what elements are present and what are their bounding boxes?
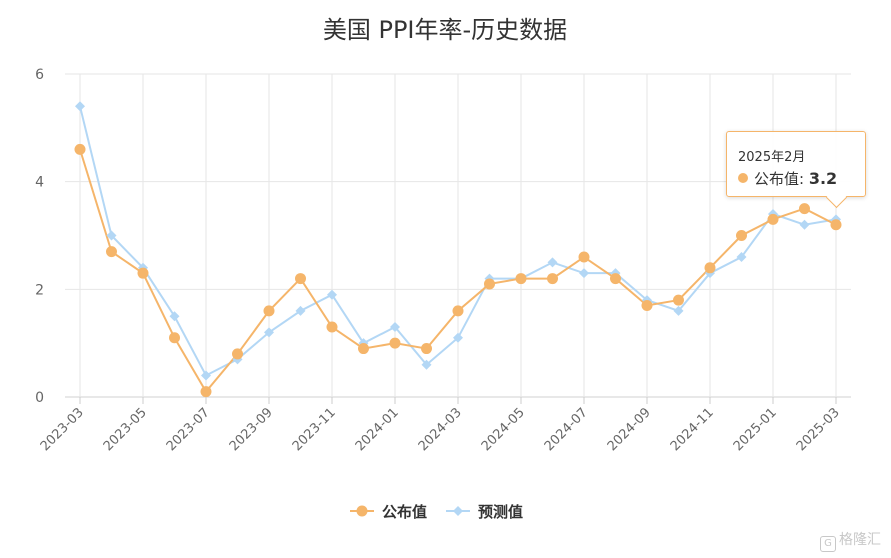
legend-item[interactable]: 公布值: [350, 503, 427, 521]
legend-diamond-marker: [453, 506, 463, 516]
published-point: [358, 343, 369, 355]
y-tick-label: 2: [35, 282, 44, 298]
forecast-point: [295, 305, 306, 316]
x-tick-label: 2024-05: [479, 405, 528, 454]
tooltip-series-label: 公布值:: [754, 170, 809, 188]
forecast-point: [453, 332, 463, 343]
x-axis-ticks: 2023-03 2023-05 2023-07 2023-09 2023-11 2024-…: [38, 405, 843, 454]
forecast-point: [547, 257, 558, 268]
forecast-point: [327, 289, 337, 300]
y-tick-label: 6: [35, 67, 44, 83]
forecast-point: [736, 252, 747, 263]
legend-item[interactable]: 预测值: [446, 503, 523, 521]
published-point: [232, 348, 243, 360]
published-point: [673, 294, 684, 306]
published-point: [106, 246, 117, 258]
published-point: [830, 219, 842, 231]
x-tick-label: 2024-07: [542, 405, 591, 454]
published-point: [704, 262, 716, 274]
tooltip-row: 公布值: 3.2: [738, 168, 837, 189]
x-tick-label: 2024-01: [353, 405, 402, 454]
y-tick-label: 4: [35, 175, 44, 191]
published-point: [169, 332, 180, 344]
x-tick-label: 2023-05: [101, 405, 150, 454]
published-point: [421, 343, 432, 355]
series-group: [74, 101, 842, 398]
x-tick-label: 2023-07: [164, 405, 213, 454]
tooltip-marker: [738, 173, 748, 183]
published-point: [295, 273, 306, 285]
forecast-point: [673, 305, 684, 316]
legend[interactable]: 公布值 预测值: [350, 503, 523, 521]
forecast-point: [421, 359, 432, 370]
x-tick-label: 2023-09: [227, 405, 276, 454]
published-point: [515, 273, 527, 285]
legend-label: 公布值: [382, 503, 427, 521]
published-point: [736, 230, 747, 241]
legend-label: 预测值: [478, 503, 523, 521]
published-point: [767, 213, 779, 225]
forecast-point: [169, 311, 180, 322]
tooltip-value: 3.2: [808, 169, 838, 188]
published-point: [389, 337, 401, 349]
forecast-point: [579, 268, 589, 279]
published-point: [326, 321, 338, 333]
forecast-point: [264, 327, 274, 338]
forecast-point: [390, 322, 400, 333]
x-tick-label: 2024-11: [668, 405, 717, 454]
published-point: [610, 273, 621, 285]
tooltip-date: 2025年2月: [738, 150, 806, 165]
watermark-logo-icon: G: [820, 536, 836, 552]
forecast-point: [201, 370, 211, 381]
published-point: [578, 251, 590, 263]
published-point: [641, 299, 653, 311]
published-point: [484, 278, 495, 290]
chart-title: 美国 PPI年率-历史数据: [323, 16, 567, 44]
x-tick-label: 2024-09: [605, 405, 654, 454]
legend-circle-marker: [356, 505, 368, 517]
x-tick-label: 2024-03: [416, 405, 465, 454]
published-point: [74, 143, 86, 155]
forecast-point: [106, 230, 117, 241]
published-point: [137, 267, 149, 279]
forecast-point: [75, 101, 85, 112]
forecast-point: [799, 219, 810, 230]
y-tick-label: 0: [35, 390, 44, 406]
x-tick-label: 2023-11: [290, 405, 339, 454]
watermark-text: 格隆汇: [839, 532, 881, 548]
published-point: [799, 203, 810, 215]
grid: [65, 73, 851, 404]
published-point: [452, 305, 464, 317]
tooltip: 2025年2月 公布值: 3.2: [726, 131, 866, 209]
x-tick-label: 2023-03: [38, 405, 87, 454]
x-tick-label: 2025-03: [794, 405, 843, 454]
published-point: [263, 305, 275, 317]
published-point: [547, 273, 558, 285]
y-axis-ticks: 0 2 4 6: [35, 67, 44, 406]
published-point: [200, 386, 212, 398]
watermark: G 格隆汇: [820, 529, 881, 552]
x-tick-label: 2025-01: [731, 405, 780, 454]
